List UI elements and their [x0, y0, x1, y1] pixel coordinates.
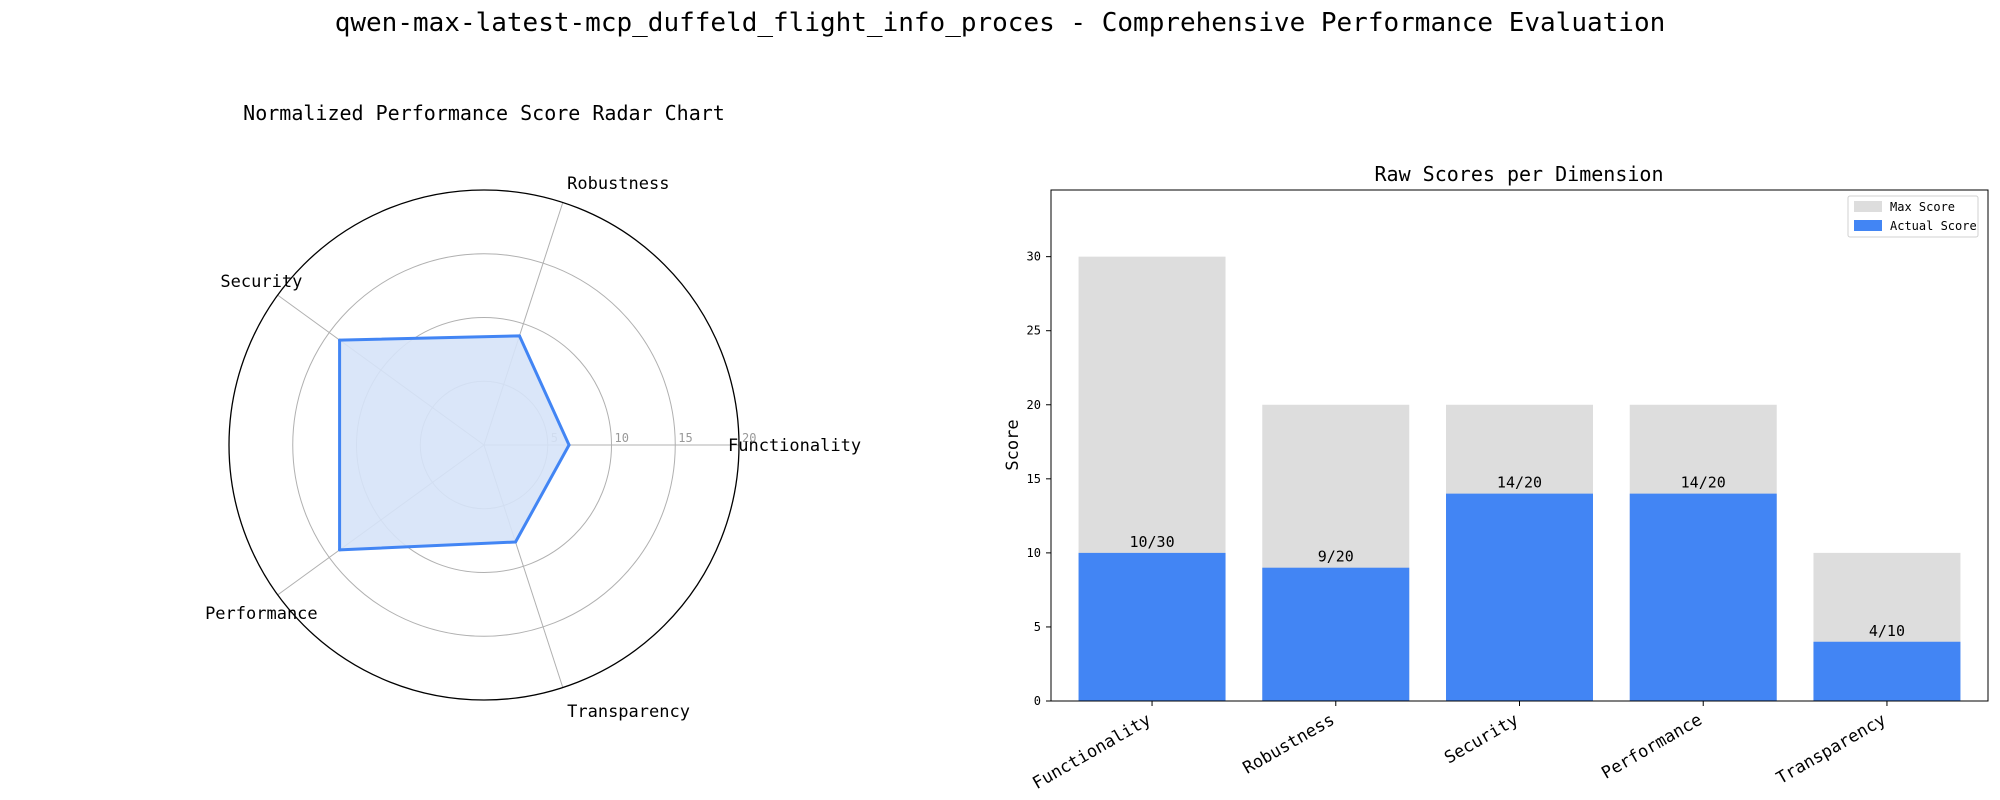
- bar-data-label-transparency: 4/10: [1869, 622, 1905, 640]
- y-axis-label: Score: [1003, 419, 1023, 470]
- radar-rtick-label: 10: [615, 431, 629, 445]
- radar-axis-labels: Functionality Robustness Security Performan…: [205, 174, 861, 722]
- bar-series: [1078, 256, 1961, 701]
- bar-data-label-performance: 14/20: [1681, 474, 1726, 492]
- bar-title: Raw Scores per Dimension: [1375, 162, 1664, 186]
- radar-series-polygon: [338, 334, 571, 552]
- bar-actual-robustness: [1262, 567, 1410, 701]
- radar-chart: Normalized Performance Score Radar Chart…: [205, 101, 861, 722]
- x-tick-label-robustness: Robustness: [1240, 710, 1339, 779]
- legend-label-max: Max Score: [1890, 200, 1955, 214]
- radar-grid-circle: [292, 253, 676, 637]
- legend-label-actual: Actual Score: [1890, 219, 1977, 233]
- x-axis: Functionality Robustness Security Performan…: [1029, 701, 1889, 794]
- legend-swatch-actual: [1854, 220, 1882, 231]
- radar-axis-label-transparency: Transparency: [567, 702, 690, 722]
- radar-point-security: [338, 338, 342, 342]
- radar-title: Normalized Performance Score Radar Chart: [243, 101, 725, 125]
- y-tick-label: 25: [1027, 324, 1041, 338]
- bar-data-label-security: 14/20: [1497, 474, 1542, 492]
- radar-point-functionality: [567, 443, 571, 447]
- bar-data-labels: 10/30 9/20 14/20 14/20 4/10: [1129, 474, 1905, 640]
- radar-axis-label-functionality: Functionality: [728, 436, 861, 456]
- bar-actual-security: [1446, 493, 1593, 701]
- radar-rtick-label: 15: [678, 431, 692, 445]
- x-tick-label-functionality: Functionality: [1029, 710, 1154, 794]
- bar-actual-transparency: [1813, 641, 1961, 701]
- radar-point-robustness: [517, 334, 521, 338]
- y-tick-label: 20: [1027, 398, 1041, 412]
- y-tick-label: 0: [1034, 694, 1041, 708]
- x-tick-label-security: Security: [1441, 710, 1522, 768]
- y-tick-label: 15: [1027, 472, 1041, 486]
- x-tick-label-transparency: Transparency: [1773, 710, 1889, 789]
- y-tick-label: 30: [1027, 250, 1041, 264]
- bar-actual-functionality: [1078, 552, 1226, 701]
- radar-outer-circle: [228, 189, 740, 701]
- figure-title: qwen-max-latest-mcp_duffeld_flight_info_…: [334, 8, 1666, 38]
- y-axis: 0 5 10 15 20 25 30: [1027, 250, 1051, 708]
- legend-swatch-max: [1854, 201, 1882, 212]
- radar-point-performance: [338, 548, 342, 552]
- x-tick-label-performance: Performance: [1598, 710, 1706, 784]
- radar-axis-label-robustness: Robustness: [567, 174, 669, 194]
- legend: Max Score Actual Score: [1847, 195, 1979, 238]
- radar-series: [338, 334, 571, 552]
- bar-actual-performance: [1629, 493, 1777, 701]
- radar-axis-label-security: Security: [220, 272, 302, 292]
- radar-point-transparency: [514, 540, 518, 544]
- bar-data-label-functionality: 10/30: [1129, 533, 1174, 551]
- y-tick-label: 5: [1034, 620, 1041, 634]
- radar-rtick-label: 20: [742, 431, 756, 445]
- y-tick-label: 10: [1027, 546, 1041, 560]
- bar-data-label-robustness: 9/20: [1318, 548, 1354, 566]
- radar-axis-label-performance: Performance: [205, 604, 318, 624]
